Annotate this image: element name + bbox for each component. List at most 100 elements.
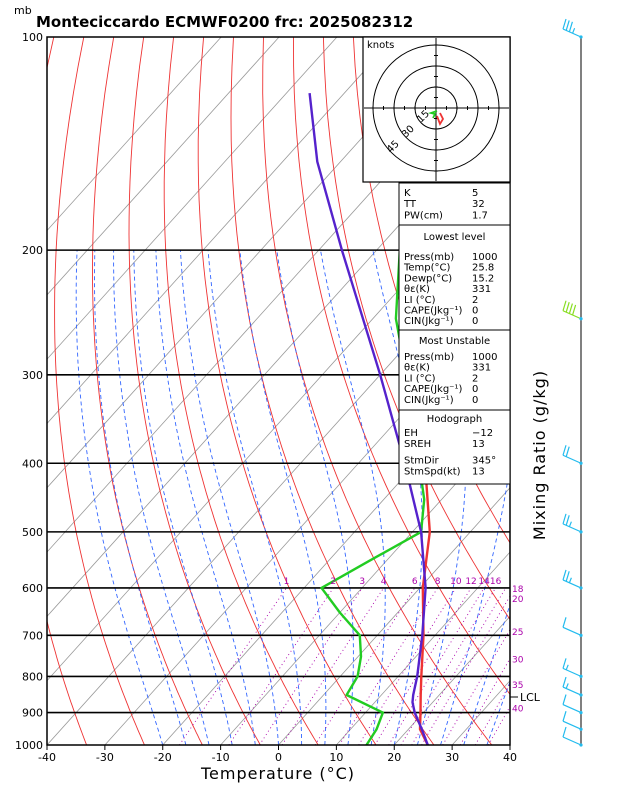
index-value: 1000 xyxy=(472,252,497,263)
isotherm-line xyxy=(47,37,453,489)
mixing-ratio-label: 2 xyxy=(330,577,336,587)
mixing-ratio-line xyxy=(358,587,457,745)
dry-adiabat xyxy=(563,37,618,745)
wind-barb-flag xyxy=(562,513,567,525)
isotherm-line xyxy=(393,615,510,745)
temperature-tick-label: -10 xyxy=(212,751,230,764)
mixing-ratio-label: 40 xyxy=(512,704,524,714)
isotherm-line xyxy=(47,37,396,425)
index-label: CAPE(Jkg⁻¹) xyxy=(404,306,462,317)
pressure-tick-label: 900 xyxy=(22,707,43,720)
dry-adiabat xyxy=(322,37,510,621)
dry-adiabat xyxy=(54,37,145,745)
wind-barb-flag xyxy=(562,445,567,456)
wind-barb-half-flag xyxy=(565,664,569,671)
pressure-axis-ticks: 100 200 300 400 500 600 700 800 900 1000 xyxy=(15,31,43,752)
moist-adiabat xyxy=(155,250,256,745)
index-value: −12 xyxy=(472,428,493,439)
index-label: CAPE(Jkg⁻¹) xyxy=(404,384,462,395)
temperature-tick-label: 30 xyxy=(445,751,459,764)
index-label: Press(mb) xyxy=(404,252,454,263)
moist-adiabat xyxy=(276,250,354,745)
temperature-tick-label: 40 xyxy=(503,751,517,764)
temperature-tick-label: 0 xyxy=(275,751,282,764)
temperature-tick-label: -40 xyxy=(38,751,56,764)
wind-barb-dot xyxy=(579,530,583,534)
index-value: 2 xyxy=(472,373,478,384)
moist-adiabat xyxy=(372,250,423,745)
pressure-tick-label: 500 xyxy=(22,526,43,539)
mixing-ratio-label: 10 xyxy=(450,577,462,587)
dewpoint-profile xyxy=(320,37,437,745)
pressure-unit-label: mb xyxy=(14,4,32,17)
pressure-tick-label: 300 xyxy=(22,369,43,382)
wind-barb-staff xyxy=(562,704,582,714)
hodograph-trace-low xyxy=(427,110,438,119)
mixing-ratio-line xyxy=(442,628,510,745)
index-value: 13 xyxy=(472,439,485,450)
dry-adiabat-lines xyxy=(47,37,618,745)
wind-barb-half-flag xyxy=(572,27,576,34)
wind-barb-half-flag xyxy=(565,683,569,689)
index-value: 0 xyxy=(472,395,478,406)
wind-barb-dot xyxy=(579,674,583,678)
index-value: 1.7 xyxy=(472,210,488,221)
index-label: CIN(Jkg⁻¹) xyxy=(404,395,454,406)
index-label: TT xyxy=(403,199,417,210)
mixing-ratio-line xyxy=(400,587,496,745)
index-label: PW(cm) xyxy=(404,210,443,221)
isotherm-line xyxy=(220,422,510,745)
skewed-isotherm-grid xyxy=(47,37,510,745)
wind-barb-staff xyxy=(562,720,582,730)
mixing-ratio-label: 35 xyxy=(512,681,523,691)
wind-barb-flag xyxy=(572,304,577,316)
mixing-ratio-line xyxy=(179,587,287,745)
wind-barb-flag xyxy=(568,21,573,32)
mixing-ratio-label: 30 xyxy=(512,656,524,666)
mixing-ratio-label: 20 xyxy=(512,595,524,605)
isotherm-line xyxy=(47,37,280,296)
wind-barb-staff xyxy=(562,667,582,677)
wind-barb-staff xyxy=(562,626,582,636)
index-label: θε(K) xyxy=(404,363,430,374)
wind-barb-flag xyxy=(565,571,570,582)
mixing-ratio-label: 1 xyxy=(284,577,290,587)
dry-adiabat xyxy=(502,37,510,73)
wind-barb-staff xyxy=(562,736,582,746)
moist-adiabat xyxy=(133,250,233,745)
wind-barb-flag xyxy=(565,515,570,526)
wind-barb-flag xyxy=(562,694,567,705)
wind-barb-staff xyxy=(562,686,582,696)
index-label: EH xyxy=(404,428,418,439)
index-value: 345° xyxy=(472,455,496,466)
index-value: 25.8 xyxy=(472,263,494,274)
wind-barb-flag xyxy=(562,676,567,688)
index-panel xyxy=(398,329,511,411)
wind-barb-flag xyxy=(565,301,570,313)
temperature-tick-label: 10 xyxy=(329,751,343,764)
parcel-profile xyxy=(308,92,429,745)
mixing-ratio-line xyxy=(314,587,416,745)
index-value: 0 xyxy=(472,384,478,395)
index-label: LI (°C) xyxy=(404,295,436,306)
moist-adiabat xyxy=(207,250,303,745)
wind-barb-flag xyxy=(562,569,567,581)
isotherm-line xyxy=(47,229,510,745)
index-value: 2 xyxy=(472,295,478,306)
mixing-ratio-label: 14 xyxy=(478,577,490,587)
mixing-ratio-line xyxy=(421,595,510,745)
mixing-ratio-line xyxy=(228,587,334,745)
index-panel xyxy=(398,409,511,485)
dry-adiabat xyxy=(593,37,618,745)
mixing-ratio-label: 25 xyxy=(512,628,523,638)
wind-barb-flag xyxy=(562,617,567,628)
index-panel-title: Lowest level xyxy=(424,232,486,243)
dry-adiabat xyxy=(197,37,377,745)
index-label: Temp(°C) xyxy=(403,263,451,274)
index-panel-title: Most Unstable xyxy=(419,336,490,347)
index-value: 331 xyxy=(472,363,491,374)
x-axis-label: Temperature (°C) xyxy=(200,764,355,783)
isotherm-line xyxy=(47,37,222,232)
wind-barb-dot xyxy=(579,586,583,590)
